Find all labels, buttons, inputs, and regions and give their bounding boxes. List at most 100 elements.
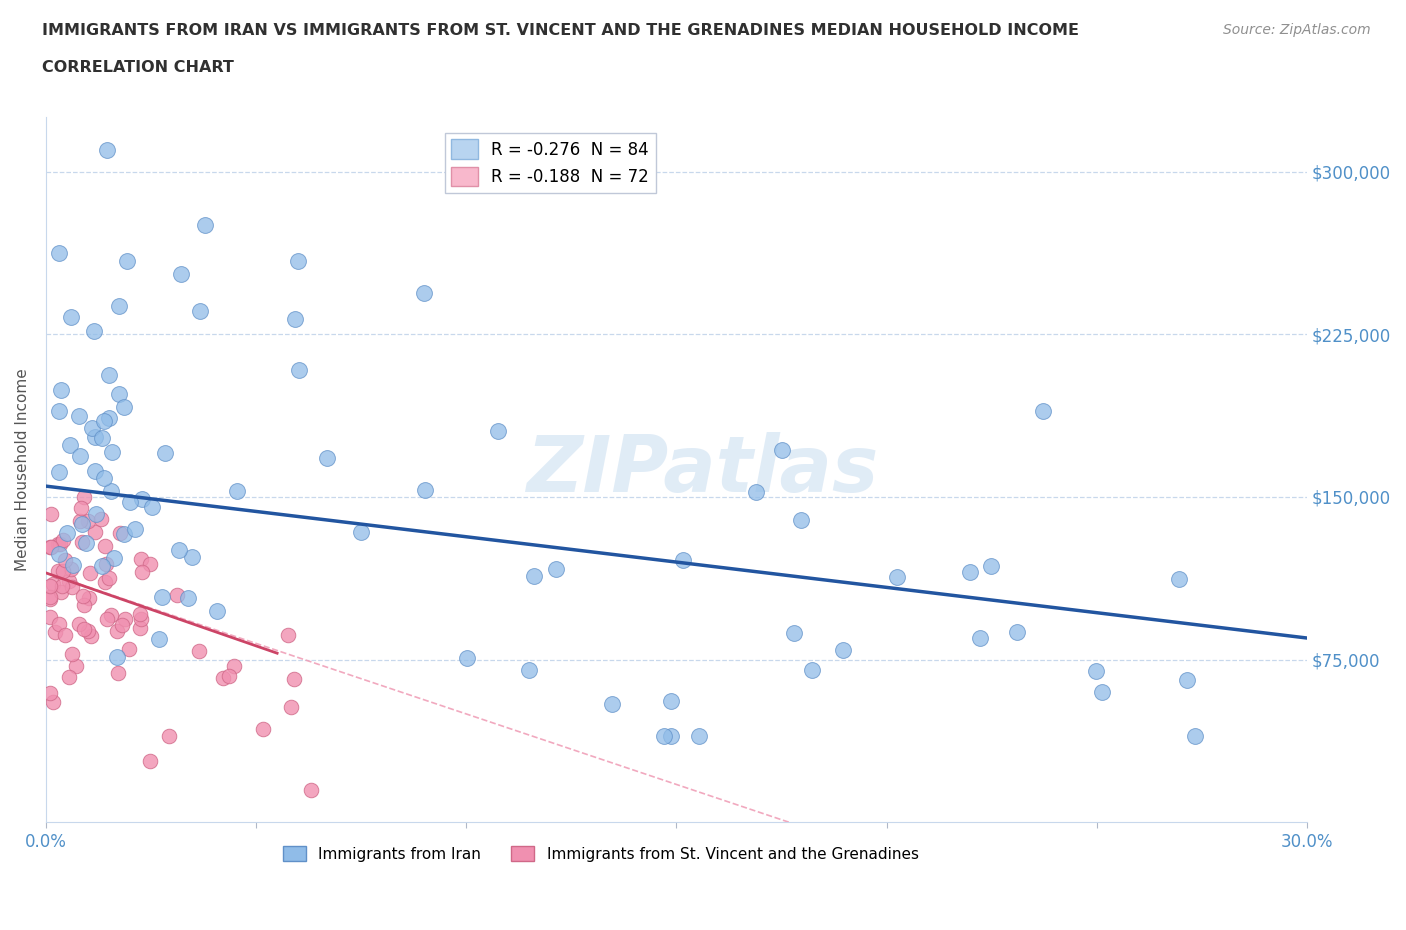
Point [129, 606, 152, 621]
Point [90, 512, 112, 526]
Point [129, 612, 152, 627]
Point [105, 650, 128, 665]
Point [83, 525, 105, 539]
Point [212, 671, 235, 685]
Point [55, 553, 77, 568]
Point [1085, 663, 1108, 678]
Point [70, 535, 93, 550]
Point [155, 446, 177, 461]
Point [790, 512, 813, 527]
Point [69, 513, 91, 528]
Point [1091, 684, 1114, 699]
Text: Source: ZipAtlas.com: Source: ZipAtlas.com [1223, 23, 1371, 37]
Point [150, 590, 173, 604]
Point [39, 590, 62, 604]
Point [48, 617, 70, 631]
Point [39, 539, 62, 554]
Point [169, 543, 191, 558]
Point [166, 588, 188, 603]
Point [39, 507, 62, 522]
Point [70, 517, 93, 532]
Point [103, 551, 125, 566]
Point [48, 246, 70, 260]
Point [51, 585, 73, 600]
Point [177, 591, 200, 605]
Point [100, 484, 122, 498]
Point [283, 671, 305, 686]
Point [69, 500, 91, 515]
Point [111, 618, 134, 632]
Point [413, 286, 436, 301]
Point [112, 526, 135, 541]
Point [801, 662, 824, 677]
Point [287, 363, 309, 378]
Point [138, 557, 160, 572]
Point [114, 611, 136, 626]
Point [546, 561, 568, 576]
Point [522, 568, 544, 583]
Point [600, 697, 623, 711]
Point [517, 662, 540, 677]
Point [118, 642, 141, 657]
Point [770, 443, 793, 458]
Point [100, 608, 122, 623]
Point [224, 658, 246, 673]
Point [180, 550, 202, 565]
Point [194, 218, 217, 232]
Point [76, 623, 98, 638]
Point [60, 580, 83, 595]
Point [41, 694, 63, 709]
Point [83, 464, 105, 479]
Point [980, 559, 1002, 574]
Point [96, 612, 118, 627]
Point [48, 547, 70, 562]
Point [75, 535, 97, 550]
Legend: Immigrants from Iran, Immigrants from St. Vincent and the Grenadines: Immigrants from Iran, Immigrants from St… [277, 840, 925, 868]
Point [101, 445, 124, 459]
Point [48, 404, 70, 418]
Point [52, 564, 75, 578]
Point [46, 564, 69, 578]
Text: ZIPatlas: ZIPatlas [526, 432, 877, 508]
Point [73, 598, 96, 613]
Point [832, 643, 855, 658]
Point [48, 464, 70, 479]
Point [94, 556, 117, 571]
Point [148, 631, 170, 646]
Point [73, 489, 96, 504]
Point [98, 411, 121, 426]
Point [59, 561, 82, 576]
Point [280, 699, 302, 714]
Point [44, 624, 66, 639]
Point [107, 387, 129, 402]
Point [277, 627, 299, 642]
Point [218, 669, 240, 684]
Point [73, 621, 96, 636]
Point [58, 574, 80, 589]
Point [886, 570, 908, 585]
Point [284, 312, 307, 326]
Point [128, 620, 150, 635]
Point [688, 728, 710, 743]
Point [80, 420, 103, 435]
Point [91, 431, 114, 445]
Point [659, 693, 682, 708]
Point [77, 591, 100, 605]
Point [205, 604, 228, 618]
Point [60, 646, 83, 661]
Point [107, 666, 129, 681]
Point [170, 267, 193, 282]
Text: IMMIGRANTS FROM IRAN VS IMMIGRANTS FROM ST. VINCENT AND THE GRENADINES MEDIAN HO: IMMIGRANTS FROM IRAN VS IMMIGRANTS FROM … [42, 23, 1080, 38]
Point [52, 533, 75, 548]
Point [115, 253, 138, 268]
Point [96, 142, 118, 157]
Point [39, 539, 62, 554]
Point [65, 658, 87, 673]
Point [62, 558, 84, 573]
Point [1168, 571, 1191, 586]
Point [659, 728, 682, 743]
Point [456, 650, 478, 665]
Point [187, 644, 209, 658]
Point [744, 485, 766, 499]
Point [94, 538, 117, 553]
